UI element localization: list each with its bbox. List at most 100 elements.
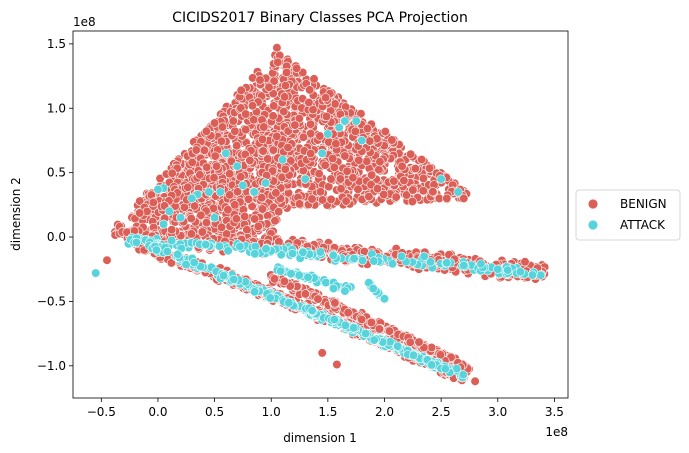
attack-point	[357, 135, 367, 146]
benign-point	[408, 185, 418, 195]
benign-point	[268, 145, 279, 155]
benign-point	[406, 149, 416, 159]
legend-marker-attack	[587, 219, 599, 231]
benign-point	[279, 276, 290, 286]
benign-point	[329, 162, 340, 172]
y-tick-label: 0.0	[47, 230, 66, 244]
attack-point	[249, 187, 259, 197]
attack-point	[250, 287, 260, 297]
attack-point	[358, 256, 368, 266]
benign-point	[253, 221, 263, 231]
attack-point	[164, 206, 174, 216]
benign-point	[225, 190, 235, 200]
benign-point	[148, 197, 158, 208]
benign-point	[418, 173, 429, 183]
benign-point	[282, 67, 292, 78]
benign-point	[202, 162, 212, 172]
attack-point	[151, 245, 161, 255]
benign-point	[314, 169, 324, 179]
benign-point	[292, 63, 302, 73]
benign-point	[187, 157, 197, 167]
benign-point	[380, 127, 390, 137]
attack-point	[369, 256, 379, 266]
benign-point	[410, 164, 421, 174]
benign-point	[365, 136, 375, 146]
attack-point	[176, 213, 186, 223]
benign-point	[407, 196, 418, 207]
benign-point	[196, 210, 206, 220]
benign-point	[210, 151, 220, 161]
attack-point	[436, 174, 446, 184]
benign-point	[135, 196, 145, 206]
attack-point	[453, 187, 463, 197]
attack-point	[349, 254, 359, 264]
attack-point	[284, 298, 294, 308]
benign-point	[309, 74, 319, 84]
benign-point	[402, 190, 412, 200]
benign-point	[199, 145, 209, 155]
benign-point	[236, 172, 246, 182]
benign-point	[268, 111, 278, 121]
benign-point	[354, 155, 364, 165]
attack-point	[493, 264, 503, 274]
benign-point	[442, 193, 452, 203]
attack-point	[261, 178, 271, 188]
benign-point	[321, 111, 332, 122]
benign-point	[341, 196, 351, 206]
benign-point	[362, 123, 373, 134]
legend-label-benign: BENIGN	[620, 197, 667, 211]
benign-point	[230, 126, 240, 136]
benign-point	[428, 187, 438, 197]
benign-point	[240, 149, 250, 159]
attack-point	[201, 240, 211, 250]
attack-point	[440, 364, 450, 374]
benign-point	[418, 186, 428, 196]
attack-point	[210, 213, 220, 223]
benign-point	[228, 116, 238, 126]
y-tick-label: 1.5	[47, 37, 66, 51]
benign-point	[166, 258, 176, 268]
benign-point	[225, 169, 235, 179]
benign-point	[279, 106, 289, 117]
benign-point	[241, 109, 251, 119]
legend: BENIGN ATTACK	[575, 189, 681, 241]
x-tick-label: 1.0	[262, 405, 281, 419]
attack-point	[221, 148, 231, 158]
attack-point	[276, 250, 286, 260]
benign-point	[379, 189, 389, 200]
benign-point	[255, 75, 265, 85]
benign-point	[374, 165, 384, 175]
attack-point	[317, 148, 327, 158]
attack-point	[361, 329, 371, 339]
benign-point	[236, 85, 246, 95]
benign-point	[335, 174, 346, 184]
benign-point	[209, 173, 219, 183]
benign-point	[201, 218, 212, 228]
benign-point	[317, 348, 327, 358]
x-tick-label: 0.5	[205, 405, 224, 419]
attack-point	[235, 241, 245, 251]
benign-point	[372, 184, 383, 194]
benign-point	[375, 157, 385, 167]
attack-point	[167, 235, 177, 245]
attack-point	[476, 259, 486, 269]
benign-point	[520, 257, 530, 267]
benign-point	[328, 153, 338, 164]
benign-point	[280, 92, 290, 102]
benign-point	[324, 182, 334, 192]
benign-point	[353, 184, 363, 194]
benign-point	[236, 103, 246, 113]
benign-point	[269, 101, 279, 111]
benign-point	[272, 131, 282, 141]
benign-point	[326, 194, 336, 204]
attack-point	[261, 244, 271, 254]
attack-point	[187, 193, 197, 203]
plot-frame	[72, 30, 569, 399]
benign-point	[263, 154, 273, 164]
attack-point	[223, 246, 233, 256]
benign-point	[268, 88, 278, 99]
x-tick-label: 2.5	[432, 405, 451, 419]
benign-point	[330, 99, 340, 109]
x-tick-label: 3.5	[545, 405, 564, 419]
benign-point	[315, 131, 325, 141]
